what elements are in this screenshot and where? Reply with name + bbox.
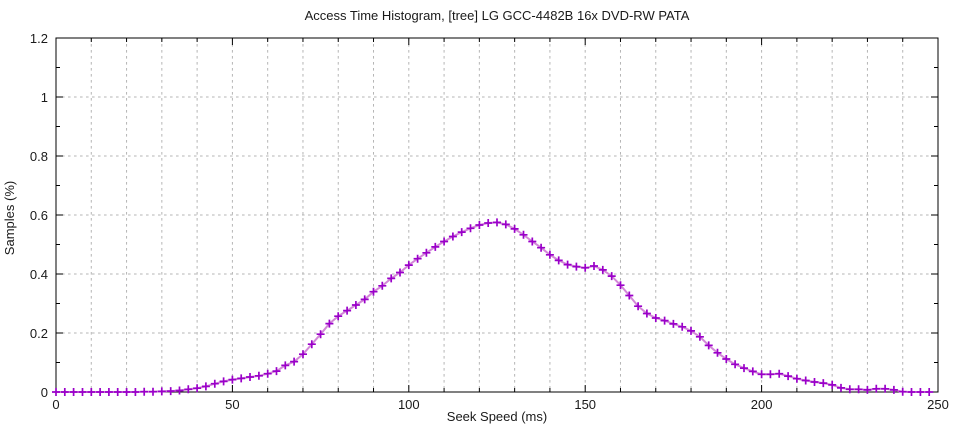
x-tick-label: 250: [927, 397, 949, 412]
gridlines: [56, 38, 938, 392]
y-tick-label: 0.8: [29, 148, 48, 164]
y-tick-label: 1: [40, 89, 48, 105]
y-tick-label: 0: [40, 384, 48, 400]
series-line: [56, 221, 930, 393]
y-tick-label: 1.2: [29, 30, 48, 46]
x-tick-label: 200: [750, 397, 773, 412]
y-axis-title: Samples (%): [2, 181, 17, 255]
x-tick-label: 50: [225, 397, 240, 412]
x-axis-title: Seek Speed (ms): [446, 409, 548, 424]
series-points: [52, 218, 934, 396]
y-tick-label: 0.4: [29, 266, 48, 282]
x-tick-label: 100: [397, 397, 420, 412]
x-tick-label: 150: [574, 397, 597, 412]
y-tick-label: 0.6: [29, 207, 48, 223]
x-tick-label: 0: [52, 397, 60, 412]
y-tick-label: 0.2: [29, 325, 48, 341]
chart-title: Access Time Histogram, [tree] LG GCC-448…: [304, 8, 690, 23]
